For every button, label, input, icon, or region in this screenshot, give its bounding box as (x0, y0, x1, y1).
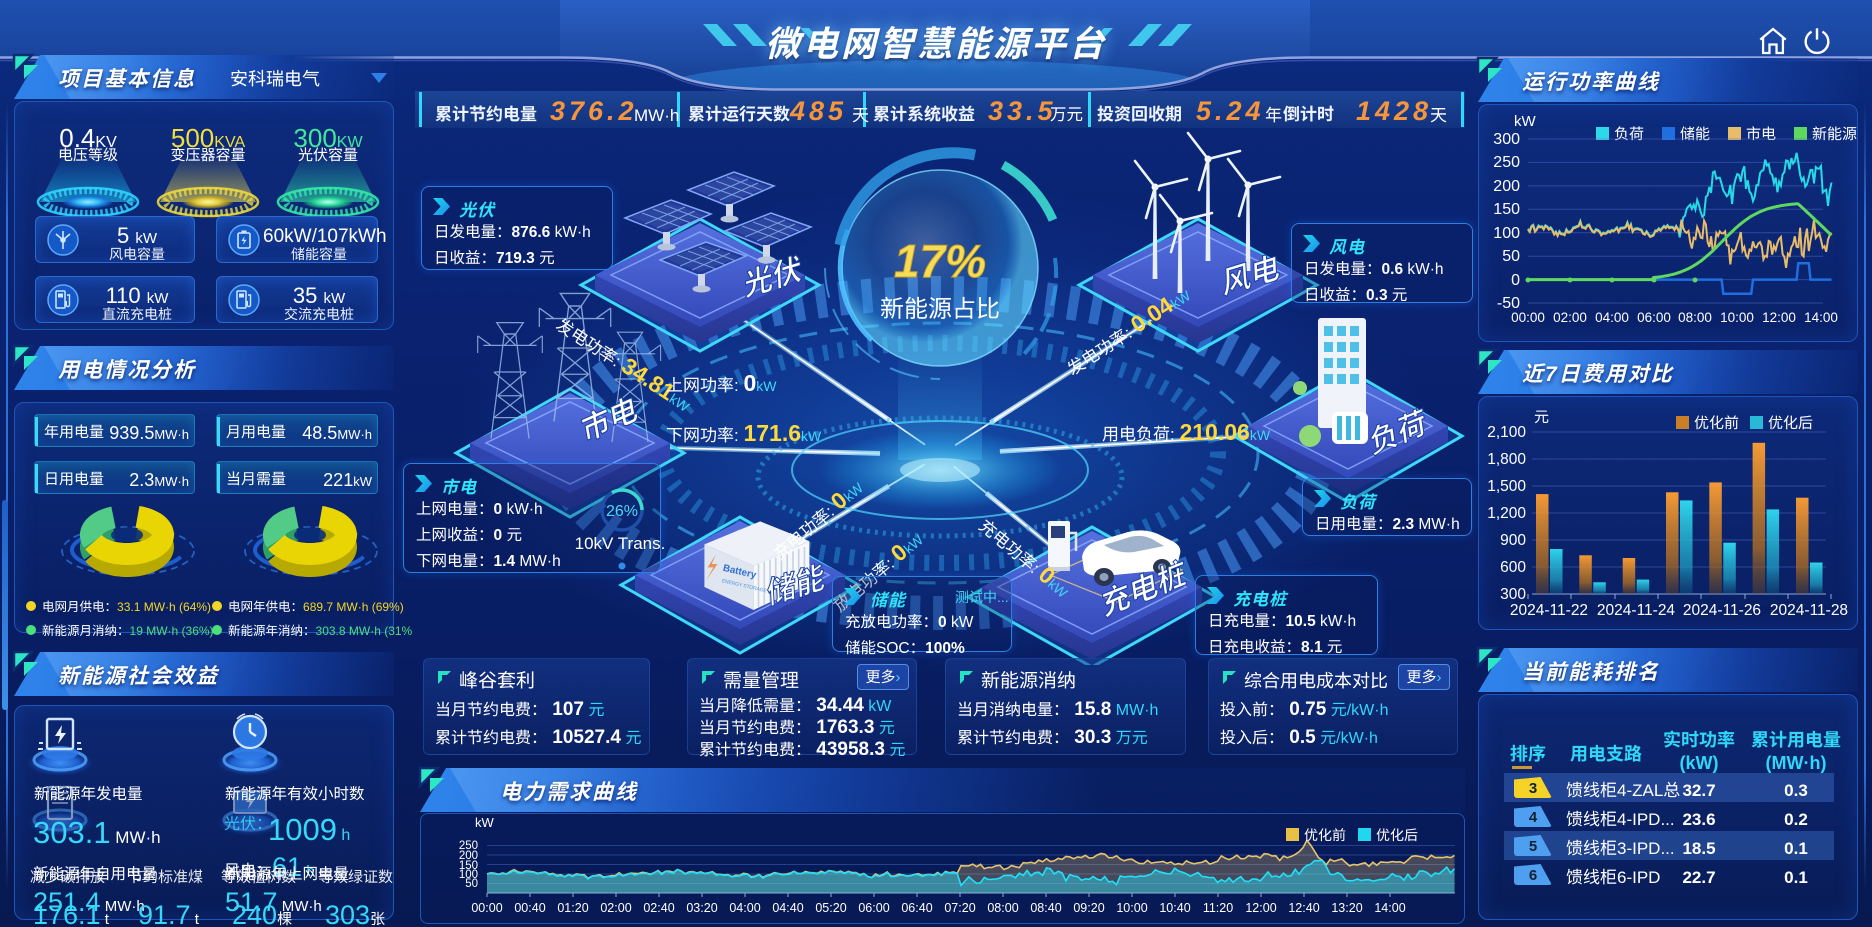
svg-text:02:00: 02:00 (600, 897, 631, 916)
svg-text:12:00: 12:00 (1245, 897, 1276, 916)
svg-text:09:20: 09:20 (1073, 897, 1104, 916)
svg-text:1,800: 1,800 (1487, 447, 1526, 469)
svg-text:1,500: 1,500 (1487, 474, 1526, 496)
svg-text:13:20: 13:20 (1331, 897, 1362, 916)
svg-text:50: 50 (1502, 242, 1520, 266)
svg-text:08:00: 08:00 (1678, 306, 1712, 326)
svg-text:300: 300 (1493, 125, 1520, 149)
svg-text:优化前: 优化前 (1694, 412, 1739, 433)
svg-text:11:20: 11:20 (1203, 897, 1233, 916)
svg-text:1,200: 1,200 (1487, 501, 1526, 523)
svg-text:05:20: 05:20 (815, 897, 846, 916)
svg-text:04:00: 04:00 (1595, 306, 1629, 326)
svg-text:新能源占比: 新能源占比 (880, 289, 1000, 324)
svg-text:10:00: 10:00 (1720, 306, 1754, 326)
svg-text:优化后: 优化后 (1376, 825, 1418, 845)
svg-text:下网功率: 171.6kW: 下网功率: 171.6kW (666, 414, 822, 448)
svg-text:kW: kW (1514, 110, 1537, 131)
svg-text:50: 50 (465, 875, 478, 891)
svg-text:10:40: 10:40 (1159, 897, 1190, 916)
svg-text:kW: kW (475, 813, 495, 831)
svg-text:03:20: 03:20 (686, 897, 717, 916)
svg-text:10:00: 10:00 (1116, 897, 1147, 916)
svg-text:100: 100 (459, 866, 478, 882)
svg-text:06:00: 06:00 (858, 897, 889, 916)
svg-text:01:20: 01:20 (557, 897, 588, 916)
svg-text:08:40: 08:40 (1030, 897, 1061, 916)
svg-text:2,100: 2,100 (1487, 420, 1526, 442)
svg-text:00:40: 00:40 (514, 897, 545, 916)
svg-text:150: 150 (1493, 195, 1520, 219)
svg-text:14:00: 14:00 (1804, 306, 1838, 326)
svg-text:2024-11-26: 2024-11-26 (1683, 598, 1761, 620)
svg-text:新能源: 新能源 (1812, 123, 1857, 144)
svg-text:250: 250 (1493, 148, 1520, 172)
svg-text:900: 900 (1500, 528, 1526, 550)
svg-text:储能: 储能 (1680, 123, 1710, 144)
svg-text:12:40: 12:40 (1288, 897, 1319, 916)
svg-text:200: 200 (1493, 172, 1520, 196)
svg-text:元: 元 (1534, 406, 1549, 427)
svg-text:100: 100 (1493, 219, 1520, 243)
svg-text:200: 200 (459, 847, 478, 863)
svg-text:02:00: 02:00 (1553, 306, 1587, 326)
svg-text:04:40: 04:40 (772, 897, 803, 916)
svg-text:2024-11-24: 2024-11-24 (1597, 598, 1676, 620)
svg-text:06:00: 06:00 (1637, 306, 1671, 326)
svg-text:12:00: 12:00 (1762, 306, 1796, 326)
svg-text:上网功率: 0kW: 上网功率: 0kW (666, 364, 777, 398)
svg-text:14:00: 14:00 (1374, 897, 1405, 916)
svg-text:2024-11-28: 2024-11-28 (1770, 598, 1848, 620)
svg-text:0: 0 (1511, 266, 1520, 290)
svg-text:优化后: 优化后 (1768, 412, 1813, 433)
svg-text:150: 150 (459, 857, 478, 873)
svg-text:02:40: 02:40 (643, 897, 674, 916)
svg-text:00:00: 00:00 (471, 897, 502, 916)
svg-text:600: 600 (1500, 555, 1526, 577)
svg-text:04:00: 04:00 (729, 897, 760, 916)
svg-text:300: 300 (1500, 582, 1526, 604)
svg-text:06:40: 06:40 (901, 897, 932, 916)
svg-text:2024-11-22: 2024-11-22 (1510, 598, 1588, 620)
svg-text:26%: 26% (606, 497, 638, 521)
svg-text:负荷: 负荷 (1614, 123, 1644, 144)
svg-text:250: 250 (459, 837, 478, 853)
svg-text:-50: -50 (1497, 289, 1520, 313)
svg-text:07:20: 07:20 (944, 897, 975, 916)
svg-text:10kV Trans.: 10kV Trans. (575, 529, 666, 554)
svg-text:00:00: 00:00 (1511, 306, 1545, 326)
svg-text:08:00: 08:00 (987, 897, 1018, 916)
svg-text:用电负荷: 210.06kW: 用电负荷: 210.06kW (1102, 413, 1271, 447)
svg-text:17%: 17% (894, 225, 986, 291)
svg-text:市电: 市电 (1746, 123, 1776, 144)
svg-text:优化前: 优化前 (1304, 825, 1346, 845)
